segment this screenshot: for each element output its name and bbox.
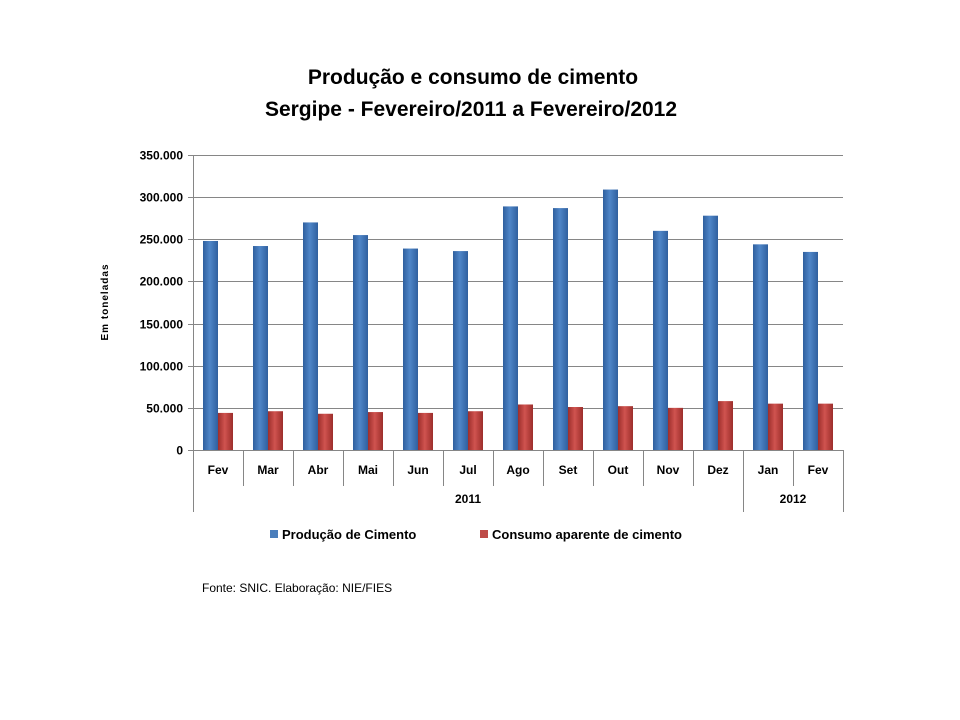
legend: Produção de Cimento Consumo aparente de c…: [270, 527, 682, 542]
x-category-label: Jan: [758, 463, 779, 477]
bar-consumo: [218, 412, 233, 450]
x-category-label: Mai: [358, 463, 378, 477]
x-group-label: 2011: [455, 492, 481, 506]
bar-producao: [253, 246, 268, 450]
bar-consumo: [618, 406, 633, 450]
source-note: Fonte: SNIC. Elaboração: NIE/FIES: [202, 581, 392, 595]
bar-producao: [553, 208, 568, 450]
bar-consumo: [668, 407, 683, 450]
legend-label: Produção de Cimento: [282, 527, 416, 542]
x-category-label: Jun: [407, 463, 428, 477]
x-category-label: Ago: [506, 463, 529, 477]
bar-producao: [203, 240, 218, 450]
bar-producao: [303, 222, 318, 450]
y-axis-ticks: 0 50.000 100.000 150.000 200.000 250.000 300.0…: [140, 149, 194, 458]
bar-producao: [703, 215, 718, 450]
y-tick-label: 50.000: [146, 402, 183, 416]
x-category-label: Abr: [308, 463, 329, 477]
legend-label: Consumo aparente de cimento: [492, 527, 682, 542]
y-tick-label: 100.000: [140, 360, 184, 374]
chart-subtitle: Sergipe - Fevereiro/2011 a Fevereiro/201…: [265, 98, 677, 121]
bar-consumo: [718, 401, 733, 450]
x-category-label: Out: [608, 463, 629, 477]
x-category-label: Nov: [657, 463, 680, 477]
bar-consumo: [518, 404, 533, 450]
x-category-label: Set: [559, 463, 578, 477]
x-category-label: Jul: [459, 463, 476, 477]
y-tick-label: 200.000: [140, 275, 184, 289]
x-axis: Fev Mar Abr Mai Jun Jul Ago Set Out Nov Dez Jan Fev 2…: [193, 450, 844, 512]
x-category-label: Dez: [707, 463, 728, 477]
bar-consumo: [268, 411, 283, 450]
bar-consumo: [768, 403, 783, 450]
bar-producao: [653, 230, 668, 450]
bar-consumo: [318, 413, 333, 450]
bar-consumo: [468, 411, 483, 450]
bar-consumo: [368, 412, 383, 450]
y-tick-label: 0: [176, 444, 183, 458]
bar-producao: [803, 251, 818, 450]
y-axis-title: Em toneladas: [100, 263, 111, 340]
x-category-label: Mar: [257, 463, 279, 477]
bar-consumo: [818, 403, 833, 450]
bar-producao: [403, 248, 418, 450]
bar-producao: [353, 235, 368, 450]
bar-producao: [753, 244, 768, 450]
legend-swatch-producao: [270, 530, 278, 538]
y-tick-label: 300.000: [140, 191, 184, 205]
legend-swatch-consumo: [480, 530, 488, 538]
x-category-label: Fev: [808, 463, 829, 477]
bar-producao: [453, 251, 468, 450]
bar-producao: [503, 206, 518, 450]
y-tick-label: 150.000: [140, 318, 184, 332]
x-group-label: 2012: [780, 492, 807, 506]
bars: [203, 189, 833, 451]
bar-consumo: [568, 407, 583, 450]
bar-producao: [603, 189, 618, 451]
bar-consumo: [418, 412, 433, 450]
y-tick-label: 350.000: [140, 149, 184, 163]
chart-title: Produção e consumo de cimento: [308, 66, 638, 89]
y-tick-label: 250.000: [140, 233, 184, 247]
x-category-label: Fev: [208, 463, 229, 477]
